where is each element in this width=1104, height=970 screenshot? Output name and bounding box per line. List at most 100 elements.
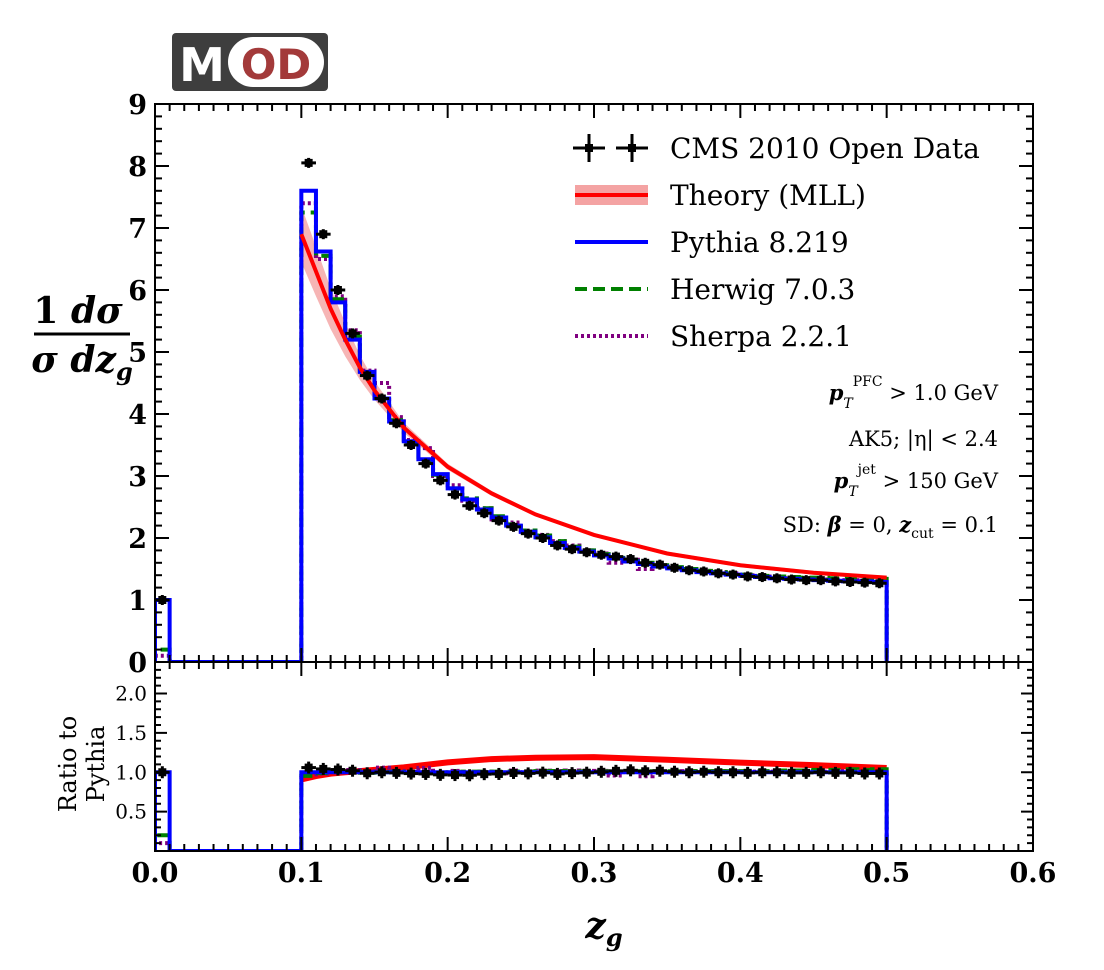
x-tick-label: 0.6	[1010, 858, 1057, 889]
ratio-data-marker	[802, 768, 811, 777]
ratio-data-point	[594, 765, 609, 778]
data-point-marker	[641, 558, 650, 567]
data-point	[828, 576, 843, 587]
ratio-data-point	[491, 767, 507, 780]
data-point	[623, 554, 638, 565]
data-point	[798, 575, 814, 586]
logo-letter-m: M	[179, 38, 225, 91]
data-point	[740, 571, 755, 582]
ratio-data-point	[564, 767, 580, 780]
ratio-data-marker	[758, 768, 767, 777]
y-tick-label: 8	[128, 152, 147, 183]
ratio-data-marker	[407, 769, 416, 778]
data-point-marker	[655, 560, 664, 569]
ratio-data-marker	[553, 769, 562, 778]
data-point	[784, 574, 799, 585]
svg-text:σ dzg: σ dzg	[31, 339, 132, 386]
ratio-data-point	[447, 769, 463, 782]
ratio-data-point	[403, 767, 419, 780]
ratio-label-line-1: Ratio to	[54, 716, 82, 812]
data-point-marker	[699, 567, 708, 576]
legend-label: CMS 2010 Open Data	[670, 132, 980, 165]
data-point-marker	[480, 509, 489, 518]
ratio-data-point	[711, 766, 726, 779]
ratio-data-point	[345, 764, 360, 777]
data-point	[696, 566, 712, 577]
svg-text:pTjet > 150 GeV: pTjet > 150 GeV	[834, 462, 999, 500]
ratio-data-point	[652, 764, 668, 777]
y-tick-label: 5	[128, 338, 147, 369]
ratio-data-marker	[436, 770, 445, 779]
data-point-marker	[524, 529, 533, 538]
ratio-data-marker	[377, 768, 386, 777]
ratio-data-point	[872, 767, 887, 780]
data-point-marker	[582, 548, 591, 557]
data-point	[418, 458, 434, 469]
ratio-data-marker	[611, 766, 620, 775]
legend-label: Sherpa 2.2.1	[670, 320, 852, 353]
data-point	[842, 577, 858, 588]
data-point-marker	[509, 522, 518, 531]
ratio-plot-area	[155, 754, 889, 851]
ratio-data-point	[696, 765, 712, 778]
ylabel-sigma: σ	[31, 339, 58, 381]
data-point	[389, 418, 404, 429]
data-point	[667, 562, 682, 573]
logo-od-pill	[228, 37, 324, 87]
x-tick-label: 0.5	[863, 858, 910, 889]
data-point	[579, 547, 594, 558]
svg-text:1 dσ: 1 dσ	[33, 290, 123, 332]
mod-logo-graphic: M OD	[172, 33, 328, 92]
data-point	[491, 515, 507, 526]
y-tick-label: 1	[128, 586, 147, 617]
ratio-data-point	[506, 766, 521, 779]
data-point-marker	[407, 441, 416, 449]
ratio-data-point	[798, 766, 814, 779]
ratio-data-point	[842, 766, 858, 779]
data-point-marker	[714, 569, 723, 578]
ratio-data-marker	[641, 767, 650, 776]
ratio-y-tick-label: 1.0	[115, 760, 147, 784]
data-point-marker	[597, 550, 606, 559]
ylabel-one: 1	[33, 290, 58, 332]
legend-item: Sherpa 2.2.1	[575, 320, 852, 353]
x-tick-label: 0.3	[571, 858, 618, 889]
legend-data-marker	[585, 144, 593, 152]
data-point-marker	[729, 570, 738, 579]
data-point	[769, 573, 785, 584]
data-point	[359, 370, 375, 381]
x-tick-label: 0.0	[132, 858, 179, 889]
data-point	[447, 489, 463, 500]
ratio-data-marker	[319, 764, 328, 773]
data-point-marker	[319, 230, 328, 239]
y-tick-label: 9	[128, 90, 147, 121]
data-point-marker	[626, 555, 635, 564]
data-point	[564, 544, 580, 555]
ratio-data-point	[330, 763, 346, 776]
ratio-y-tick-label: 0.5	[115, 800, 147, 824]
ratio-data-marker	[670, 767, 679, 776]
data-point	[550, 540, 565, 551]
ratio-pythia-8-219	[155, 770, 889, 851]
ratio-data-marker	[787, 768, 796, 777]
ratio-data-marker	[743, 768, 752, 777]
y-tick-label: 4	[128, 400, 147, 431]
ratio-data-point	[637, 765, 653, 778]
ratio-data-point	[769, 766, 785, 779]
ratio-data-marker	[450, 771, 459, 780]
x-tick-label: 0.4	[717, 858, 764, 889]
legend-label: Herwig 7.0.3	[670, 273, 855, 306]
data-point-marker	[802, 576, 811, 585]
mod-logo: M OD	[172, 33, 328, 92]
data-point	[872, 578, 887, 589]
legend-label: Pythia 8.219	[670, 226, 849, 259]
data-point	[754, 572, 770, 583]
data-point	[711, 568, 726, 579]
ratio-sherpa-2-2-1	[155, 765, 889, 851]
legend-data-marker	[628, 144, 636, 152]
data-point	[506, 521, 521, 532]
ratio-data-marker	[772, 768, 781, 777]
x-tick-label: 0.2	[424, 858, 471, 889]
y-tick-label: 2	[128, 524, 147, 555]
annotation-pfc-cut: pTPFC > 1.0 GeV	[829, 374, 999, 412]
